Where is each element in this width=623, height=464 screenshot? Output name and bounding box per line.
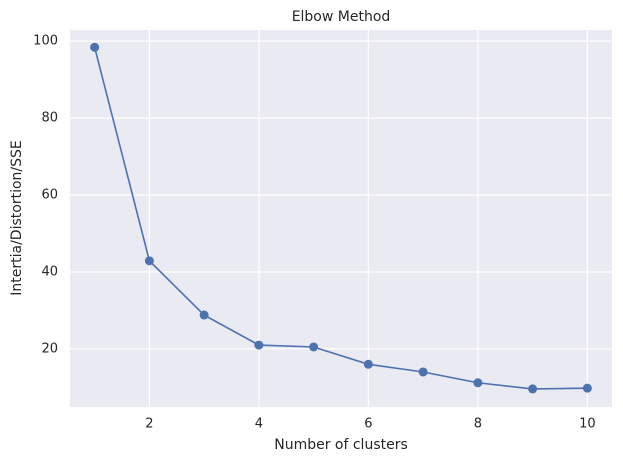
point	[528, 384, 538, 394]
x-tick-label: 10	[579, 417, 596, 432]
x-tick-label: 8	[474, 417, 482, 432]
x-tick-label: 4	[255, 417, 263, 432]
point	[90, 42, 100, 52]
y-tick-label: 80	[41, 111, 58, 126]
y-tick-label: 40	[41, 264, 58, 279]
line	[93, 47, 588, 390]
chart-title: Elbow Method	[292, 9, 391, 25]
x-tick-label: 2	[145, 417, 153, 432]
point	[582, 383, 592, 393]
y-tick-label: 100	[33, 34, 58, 49]
point	[473, 378, 483, 388]
point	[363, 359, 373, 369]
point	[309, 342, 319, 352]
y-tick-label: 60	[41, 188, 58, 203]
point	[199, 310, 209, 320]
x-tick-label: 6	[364, 417, 372, 432]
point	[254, 340, 264, 350]
y-axis-label: Intertia/Distortion/SSE	[9, 140, 25, 295]
x-axis-label: Number of clusters	[274, 437, 408, 453]
point	[418, 367, 428, 377]
plot-area	[70, 30, 612, 407]
y-tick-label: 20	[41, 341, 58, 356]
point	[144, 256, 154, 266]
